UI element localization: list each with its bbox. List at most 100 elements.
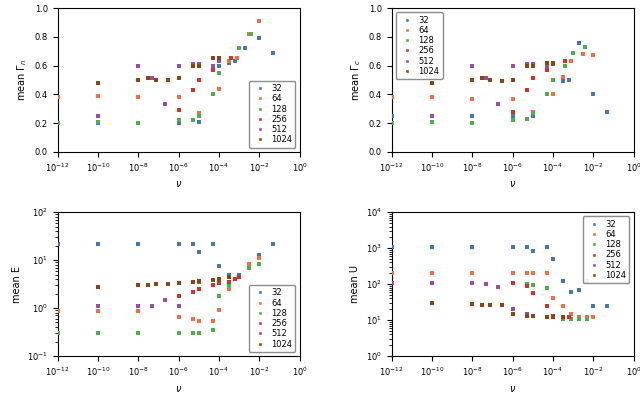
Point bbox=[588, 302, 598, 309]
Point bbox=[527, 313, 538, 319]
Point bbox=[582, 314, 592, 320]
Point bbox=[244, 260, 254, 267]
Point bbox=[467, 280, 477, 286]
Point bbox=[560, 58, 570, 64]
Point bbox=[173, 293, 184, 299]
Point bbox=[230, 58, 240, 64]
Point bbox=[548, 314, 558, 320]
Point bbox=[548, 91, 558, 98]
Point bbox=[574, 286, 584, 293]
Legend: 32, 64, 128, 256, 512, 1024: 32, 64, 128, 256, 512, 1024 bbox=[248, 285, 296, 352]
Point bbox=[234, 274, 244, 280]
Point bbox=[557, 78, 568, 84]
Point bbox=[93, 80, 103, 86]
Point bbox=[568, 49, 578, 56]
Point bbox=[467, 301, 477, 307]
Point bbox=[173, 314, 184, 320]
Point bbox=[133, 330, 143, 336]
Point bbox=[52, 308, 63, 315]
Point bbox=[147, 75, 157, 82]
Point bbox=[527, 62, 538, 69]
Point bbox=[173, 280, 184, 286]
Point bbox=[527, 110, 538, 116]
Point bbox=[477, 75, 487, 82]
Point bbox=[143, 282, 153, 288]
Point bbox=[527, 290, 538, 297]
Point bbox=[548, 295, 558, 302]
Point bbox=[508, 95, 518, 102]
Point bbox=[208, 62, 218, 69]
Point bbox=[52, 120, 63, 126]
Point bbox=[508, 62, 518, 69]
Point bbox=[541, 91, 552, 98]
Point bbox=[467, 280, 477, 286]
Point bbox=[133, 120, 143, 126]
Point bbox=[481, 281, 492, 287]
Point bbox=[188, 87, 198, 93]
Point bbox=[508, 270, 518, 276]
Point bbox=[467, 95, 477, 102]
Point bbox=[548, 77, 558, 83]
Point bbox=[541, 284, 552, 291]
Point bbox=[214, 58, 224, 64]
Point bbox=[493, 101, 504, 108]
Point bbox=[541, 314, 552, 320]
Point bbox=[254, 260, 264, 267]
X-axis label: $\nu$: $\nu$ bbox=[509, 384, 516, 394]
Point bbox=[563, 77, 573, 83]
Point bbox=[93, 92, 103, 99]
Point bbox=[208, 317, 218, 324]
Point bbox=[194, 317, 204, 324]
Point bbox=[173, 107, 184, 113]
Point bbox=[548, 60, 558, 66]
Point bbox=[467, 120, 477, 126]
Point bbox=[527, 270, 538, 276]
Point bbox=[588, 314, 598, 320]
Point bbox=[508, 77, 518, 83]
Point bbox=[254, 35, 264, 41]
Point bbox=[93, 240, 103, 247]
Point bbox=[223, 274, 234, 280]
Point bbox=[194, 113, 204, 119]
Point bbox=[387, 280, 397, 286]
Point bbox=[226, 55, 236, 62]
Point bbox=[93, 284, 103, 290]
Point bbox=[93, 308, 103, 315]
Point bbox=[188, 240, 198, 247]
Point bbox=[194, 286, 204, 292]
Point bbox=[602, 302, 612, 309]
Point bbox=[188, 330, 198, 336]
Point bbox=[522, 244, 532, 250]
Point bbox=[566, 289, 576, 295]
Point bbox=[508, 280, 518, 286]
Point bbox=[159, 101, 170, 108]
Point bbox=[93, 303, 103, 309]
Point bbox=[173, 330, 184, 336]
Point bbox=[427, 300, 437, 306]
Point bbox=[223, 60, 234, 66]
Point bbox=[527, 113, 538, 119]
Point bbox=[522, 310, 532, 317]
Point bbox=[234, 271, 244, 278]
Point bbox=[52, 120, 63, 126]
Point bbox=[467, 113, 477, 119]
Point bbox=[173, 240, 184, 247]
Point bbox=[522, 281, 532, 287]
Point bbox=[467, 62, 477, 69]
Point bbox=[133, 120, 143, 126]
Point bbox=[427, 280, 437, 286]
Point bbox=[508, 306, 518, 312]
Point bbox=[208, 55, 218, 62]
Point bbox=[508, 280, 518, 286]
Point bbox=[133, 303, 143, 309]
Point bbox=[244, 31, 254, 37]
Point bbox=[152, 281, 162, 287]
Point bbox=[223, 279, 234, 285]
Point bbox=[467, 270, 477, 276]
Point bbox=[508, 108, 518, 115]
Legend: 32, 64, 128, 256, 512, 1024: 32, 64, 128, 256, 512, 1024 bbox=[396, 12, 443, 79]
Point bbox=[485, 301, 495, 308]
Point bbox=[214, 70, 224, 76]
Point bbox=[173, 94, 184, 100]
X-axis label: $\nu$: $\nu$ bbox=[509, 180, 516, 190]
